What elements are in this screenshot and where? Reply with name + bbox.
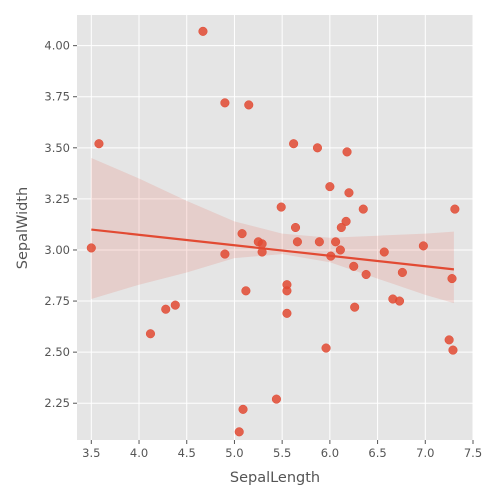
confidence-band bbox=[91, 158, 454, 304]
data-point-24 bbox=[312, 143, 323, 153]
data-point-4 bbox=[170, 300, 180, 310]
data-point-32 bbox=[341, 216, 351, 226]
y-tick-label-4: 3.25 bbox=[44, 192, 70, 206]
x-tick-label-7: 7.0 bbox=[416, 446, 434, 460]
data-points bbox=[86, 26, 460, 437]
data-point-38 bbox=[361, 269, 371, 280]
data-point-34 bbox=[344, 188, 354, 198]
data-point-16 bbox=[271, 394, 281, 404]
data-point-22 bbox=[290, 222, 301, 233]
x-tick-label-3: 5.0 bbox=[225, 446, 243, 460]
data-point-31 bbox=[336, 222, 346, 233]
x-axis-ticks: 3.5 4.0 4.5 5.0 5.5 6.0 6.5 7.0 7.5 bbox=[82, 440, 482, 460]
data-point-17 bbox=[276, 202, 286, 212]
y-axis-ticks: 2.25 2.50 2.75 3.00 3.25 3.50 3.75 4.00 bbox=[44, 39, 77, 410]
y-tick-label-0: 2.25 bbox=[44, 396, 70, 410]
y-axis-label: SepalWidth bbox=[15, 187, 31, 269]
data-point-42 bbox=[397, 267, 407, 278]
data-point-23 bbox=[292, 237, 302, 247]
data-point-41 bbox=[394, 296, 405, 306]
x-tick-label-2: 4.5 bbox=[178, 446, 196, 460]
data-point-44 bbox=[444, 335, 454, 345]
data-point-21 bbox=[289, 139, 299, 149]
data-point-19 bbox=[282, 286, 292, 296]
data-point-37 bbox=[358, 204, 368, 214]
data-point-0 bbox=[86, 243, 96, 253]
y-tick-label-5: 3.50 bbox=[44, 141, 70, 155]
data-point-46 bbox=[448, 345, 458, 355]
data-point-45 bbox=[447, 274, 457, 284]
y-tick-label-3: 3.00 bbox=[44, 243, 70, 257]
y-tick-label-2: 2.75 bbox=[44, 294, 70, 308]
data-point-33 bbox=[342, 147, 352, 157]
data-point-20 bbox=[282, 308, 292, 318]
data-point-35 bbox=[349, 261, 359, 271]
data-point-25 bbox=[314, 237, 324, 247]
y-tick-label-1: 2.50 bbox=[44, 345, 70, 359]
data-point-36 bbox=[350, 302, 360, 312]
x-tick-label-8: 7.5 bbox=[464, 446, 482, 460]
data-point-10 bbox=[238, 404, 248, 414]
plot-background bbox=[77, 15, 473, 440]
data-point-9 bbox=[237, 229, 247, 239]
data-point-8 bbox=[234, 427, 244, 437]
data-point-2 bbox=[145, 329, 156, 339]
data-point-26 bbox=[321, 343, 331, 353]
data-point-6 bbox=[220, 98, 230, 108]
data-point-7 bbox=[220, 249, 230, 259]
data-point-47 bbox=[450, 204, 460, 214]
x-tick-label-5: 6.0 bbox=[321, 446, 339, 460]
x-tick-label-4: 5.5 bbox=[273, 446, 291, 460]
data-point-3 bbox=[161, 304, 171, 314]
data-point-29 bbox=[331, 237, 341, 247]
data-point-27 bbox=[325, 182, 335, 192]
data-point-30 bbox=[335, 245, 345, 255]
x-axis-label: SepalLength bbox=[230, 470, 320, 486]
data-point-43 bbox=[418, 241, 428, 251]
data-point-1 bbox=[94, 139, 104, 149]
x-tick-label-0: 3.5 bbox=[82, 446, 100, 460]
data-point-12 bbox=[244, 100, 254, 110]
data-point-5 bbox=[198, 26, 208, 36]
x-tick-label-1: 4.0 bbox=[130, 446, 148, 460]
data-point-11 bbox=[241, 286, 251, 296]
x-tick-label-6: 6.5 bbox=[368, 446, 386, 460]
y-tick-label-7: 4.00 bbox=[44, 39, 70, 53]
data-point-14 bbox=[257, 239, 267, 249]
y-tick-label-6: 3.75 bbox=[44, 90, 70, 104]
regression-line bbox=[91, 228, 455, 271]
data-point-39 bbox=[379, 247, 389, 257]
